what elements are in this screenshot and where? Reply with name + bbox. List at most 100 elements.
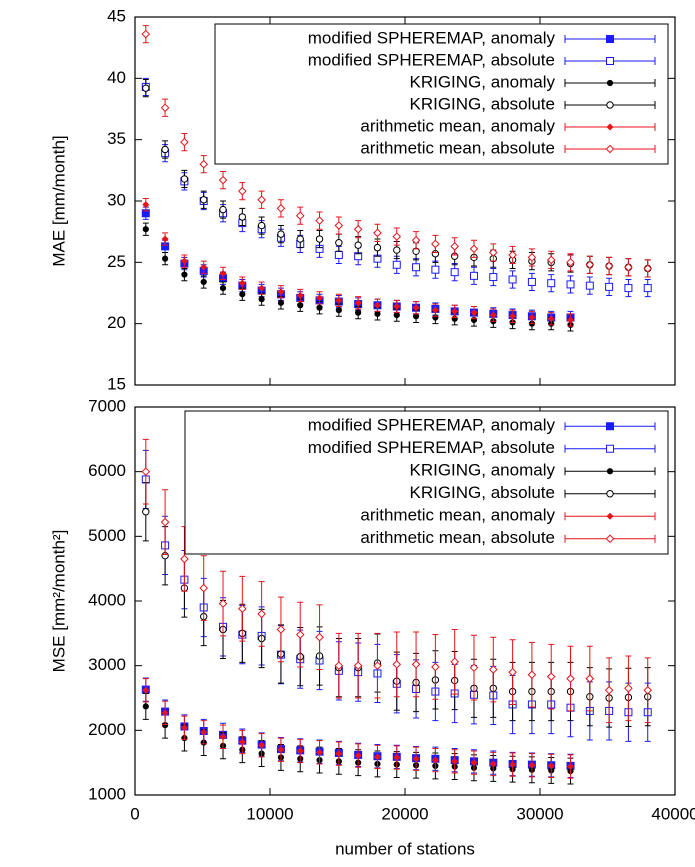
- marker: [412, 313, 420, 320]
- marker: [277, 288, 285, 296]
- legend-label: KRIGING, absolute: [409, 94, 555, 113]
- marker: [200, 278, 207, 286]
- y-axis-label: MAE [mm/month]: [49, 135, 68, 266]
- marker: [295, 211, 305, 221]
- legend-marker: [606, 468, 614, 475]
- legend-marker: [606, 422, 614, 431]
- legend-box: [184, 410, 669, 555]
- marker: [200, 196, 208, 204]
- marker: [142, 201, 150, 209]
- marker: [258, 284, 266, 292]
- marker: [335, 296, 343, 304]
- series: [141, 438, 653, 724]
- legend-marker: [606, 101, 614, 109]
- marker: [180, 137, 189, 147]
- legend-label: modified SPHEREMAP, absolute: [308, 438, 555, 457]
- marker: [450, 657, 459, 667]
- marker: [566, 280, 575, 289]
- y-tick-label: 30: [107, 190, 126, 209]
- marker: [335, 239, 343, 247]
- marker: [393, 246, 401, 254]
- marker: [547, 762, 555, 770]
- legend-marker: [606, 57, 614, 65]
- marker: [585, 674, 595, 683]
- marker: [295, 630, 305, 639]
- y-tick-label: 5000: [88, 526, 126, 545]
- legend-label: arithmetic mean, anomaly: [360, 116, 555, 135]
- marker: [643, 685, 653, 695]
- marker: [160, 517, 170, 527]
- marker: [488, 665, 498, 674]
- legend-label: KRIGING, anomaly: [410, 461, 556, 480]
- marker: [315, 235, 324, 243]
- marker: [353, 224, 363, 234]
- legend-marker: [606, 444, 614, 453]
- marker: [142, 84, 150, 92]
- y-tick-label: 1000: [88, 784, 126, 803]
- y-tick-label: 35: [107, 129, 126, 148]
- marker: [373, 753, 381, 761]
- legend-marker: [605, 534, 615, 544]
- marker: [393, 753, 401, 762]
- series: [142, 678, 575, 779]
- x-tick-label: 30000: [516, 804, 563, 823]
- legend-label: modified SPHEREMAP, anomaly: [308, 416, 556, 435]
- marker: [470, 309, 478, 317]
- marker: [528, 314, 536, 322]
- y-tick-label: 6000: [88, 461, 126, 480]
- x-tick-label: 40000: [651, 804, 695, 823]
- marker: [219, 733, 227, 741]
- marker: [527, 253, 537, 262]
- marker: [527, 277, 536, 286]
- marker: [431, 306, 439, 314]
- marker: [528, 761, 536, 769]
- marker: [373, 301, 381, 309]
- marker: [451, 307, 459, 315]
- marker: [508, 667, 517, 677]
- marker: [257, 221, 266, 230]
- marker: [508, 275, 517, 284]
- marker: [489, 311, 497, 319]
- marker: [239, 291, 246, 298]
- marker: [199, 159, 209, 169]
- series: [141, 25, 653, 278]
- marker: [489, 273, 498, 282]
- marker: [509, 312, 517, 320]
- marker: [624, 284, 633, 293]
- marker: [431, 662, 440, 672]
- legend-label: arithmetic mean, anomaly: [360, 506, 555, 525]
- marker: [567, 763, 575, 771]
- marker: [374, 310, 381, 317]
- marker: [218, 599, 228, 608]
- marker: [643, 264, 653, 273]
- marker: [238, 604, 247, 614]
- marker: [566, 258, 575, 267]
- marker: [392, 260, 401, 269]
- marker: [276, 204, 286, 213]
- marker: [431, 756, 439, 764]
- marker: [180, 257, 188, 265]
- marker: [257, 609, 266, 619]
- legend-label: modified SPHEREMAP, absolute: [308, 50, 555, 69]
- series: [142, 198, 575, 327]
- marker: [411, 235, 421, 245]
- legend-label: arithmetic mean, absolute: [360, 528, 555, 547]
- marker: [566, 674, 575, 683]
- marker: [624, 683, 633, 693]
- marker: [411, 660, 421, 669]
- marker: [567, 316, 575, 324]
- marker: [605, 282, 614, 291]
- marker: [258, 296, 265, 303]
- marker: [142, 703, 149, 710]
- marker: [508, 250, 517, 260]
- marker: [160, 103, 170, 113]
- marker: [451, 757, 459, 765]
- y-tick-label: 15: [107, 374, 126, 393]
- marker: [276, 625, 286, 634]
- marker: [604, 685, 614, 695]
- marker: [297, 302, 304, 309]
- marker: [624, 262, 633, 272]
- marker: [354, 752, 362, 760]
- x-tick-label: 10000: [246, 804, 293, 823]
- marker: [257, 195, 266, 205]
